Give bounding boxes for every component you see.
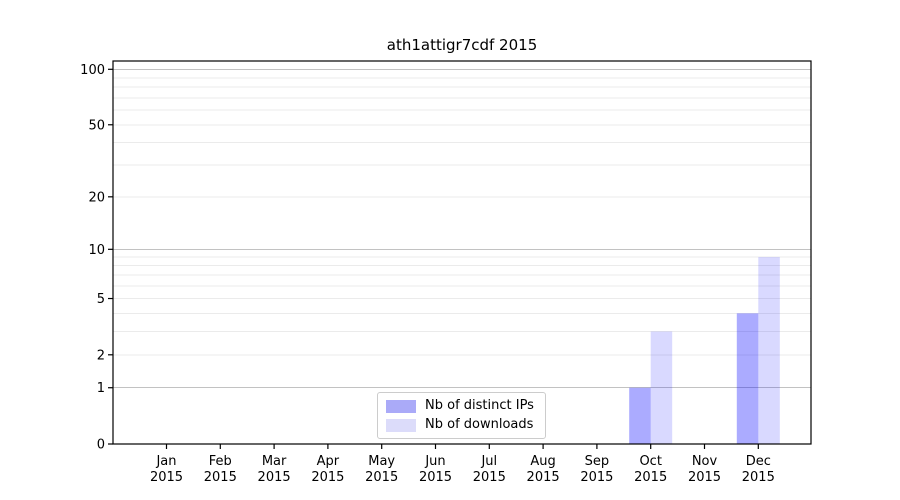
x-tick-label-year: 2015 <box>688 470 721 485</box>
x-tick-label-month: Jan <box>155 454 176 469</box>
legend-swatch-downloads <box>386 418 416 432</box>
y-tick-label: 0 <box>97 438 105 453</box>
x-tick-label-year: 2015 <box>204 470 237 485</box>
x-tick-label-month: Sep <box>585 454 610 469</box>
legend: Nb of distinct IPs Nb of downloads <box>377 392 546 439</box>
x-tick-label-month: Dec <box>746 454 771 469</box>
y-tick-label: 100 <box>80 63 105 78</box>
y-tick-label: 5 <box>97 292 105 307</box>
x-tick-label-year: 2015 <box>742 470 775 485</box>
x-tick-label-year: 2015 <box>419 470 452 485</box>
x-tick-label-year: 2015 <box>311 470 344 485</box>
y-tick-label: 50 <box>88 118 105 133</box>
y-tick-label: 1 <box>97 381 105 396</box>
legend-item: Nb of downloads <box>386 417 534 433</box>
x-tick-label-month: Aug <box>530 454 555 469</box>
x-tick-label-month: Nov <box>692 454 718 469</box>
x-tick-label-year: 2015 <box>365 470 398 485</box>
x-tick-label-month: Apr <box>317 454 340 469</box>
x-tick-label-month: Mar <box>262 454 287 469</box>
bar-nb-of-distinct-ips-oct-2015 <box>629 387 651 444</box>
x-tick-label-month: Jun <box>424 454 445 469</box>
bar-nb-of-downloads-dec-2015 <box>758 257 780 444</box>
y-tick-label: 20 <box>88 190 105 205</box>
legend-item: Nb of distinct IPs <box>386 398 534 414</box>
x-tick-label-month: May <box>368 454 395 469</box>
plot-border <box>112 60 812 445</box>
legend-label: Nb of distinct IPs <box>425 398 534 413</box>
x-tick-label-year: 2015 <box>150 470 183 485</box>
x-tick-label-year: 2015 <box>527 470 560 485</box>
x-tick-label-year: 2015 <box>473 470 506 485</box>
x-tick-label-month: Oct <box>639 454 661 469</box>
y-tick-label: 2 <box>97 348 105 363</box>
x-tick-label-year: 2015 <box>634 470 667 485</box>
x-tick-label-year: 2015 <box>258 470 291 485</box>
chart-title: ath1attigr7cdf 2015 <box>386 36 538 54</box>
x-tick-label-year: 2015 <box>580 470 613 485</box>
legend-label: Nb of downloads <box>425 417 534 432</box>
bar-nb-of-distinct-ips-dec-2015 <box>736 313 759 444</box>
legend-swatch-distinct-ips <box>386 399 416 413</box>
x-tick-label-month: Feb <box>209 454 232 469</box>
y-tick-label: 10 <box>88 243 105 258</box>
x-tick-label-month: Jul <box>480 454 497 469</box>
bar-nb-of-downloads-oct-2015 <box>650 331 673 444</box>
